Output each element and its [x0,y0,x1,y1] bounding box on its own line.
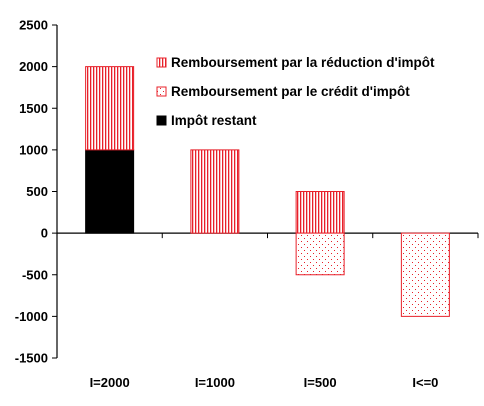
y-tick-label: 2500 [19,18,48,33]
bar-segment [190,149,240,234]
legend: Remboursement par la réduction d'impôt Re… [156,55,435,128]
y-tick-label: -1500 [15,351,48,366]
y-tick-label: 1500 [19,101,48,116]
x-tick-label: I=500 [304,375,337,390]
legend-label: Impôt restant [171,113,257,128]
legend-swatch [156,115,167,126]
legend-label: Remboursement par le crédit d'impôt [171,84,410,99]
x-tick-label: I=2000 [90,375,130,390]
bar-segment [400,232,450,317]
legend-swatch [156,57,167,68]
y-tick-label: 1000 [19,142,48,157]
y-tick-label: 2000 [19,59,48,74]
legend-swatch [156,86,167,97]
bars [85,66,450,317]
legend-label: Remboursement par la réduction d'impôt [171,55,435,70]
y-axis: 2500 2000 1500 1000 500 0 -500 -1000 -1500 [15,18,58,366]
bar-segment [85,149,135,234]
y-tick-label: -1000 [15,309,48,324]
bar-segment [85,66,135,151]
bar-segment [295,191,345,234]
y-tick-label: -500 [22,267,48,282]
x-tick-label: I<=0 [412,375,438,390]
x-tick-label: I=1000 [195,375,235,390]
y-tick-label: 0 [41,226,48,241]
bar-segment [295,232,345,276]
y-tick-label: 500 [26,184,48,199]
